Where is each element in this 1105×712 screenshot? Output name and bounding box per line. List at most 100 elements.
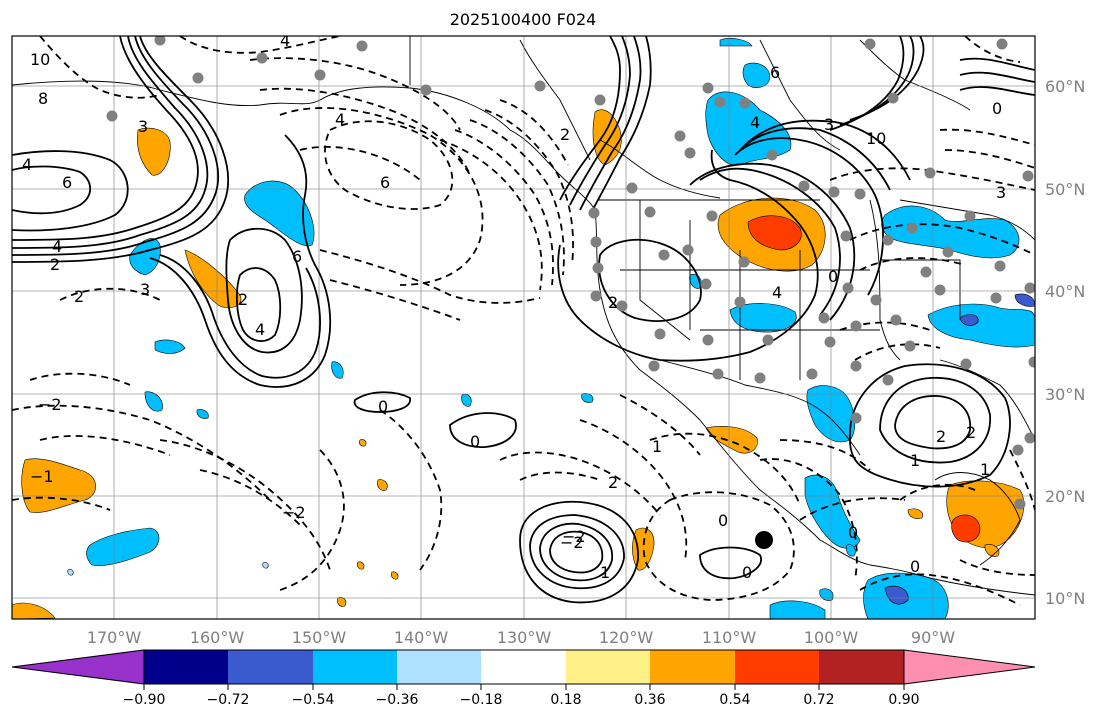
- station-dots: [106, 36, 1035, 510]
- contour-label: 4: [750, 113, 760, 132]
- contour-label: 4: [255, 320, 265, 339]
- contour-label: −2: [282, 503, 306, 522]
- contour-label: 6: [770, 63, 780, 82]
- colorbar-tick-label: 0.90: [888, 692, 919, 708]
- positive-anomaly-area: [12, 602, 56, 619]
- contour-label: 6: [62, 173, 72, 192]
- contour-label: 3: [824, 115, 834, 134]
- contour-label: 8: [38, 89, 48, 108]
- contour-label: 0: [992, 99, 1002, 118]
- colorbar-segment: [819, 650, 904, 684]
- positive-anomaly-core: [951, 514, 981, 543]
- lon-label: 140°W: [394, 628, 449, 647]
- positive-anomaly-core: [747, 215, 802, 251]
- contour-label: 3: [140, 280, 150, 299]
- colorbar-tick-label: −0.18: [460, 692, 503, 708]
- contour-label: 2: [608, 293, 618, 312]
- lon-label: 90°W: [911, 628, 955, 647]
- colorbar-tick-label: −0.54: [292, 692, 335, 708]
- colorbar-segment: [650, 650, 735, 684]
- lat-label: 60°N: [1045, 77, 1085, 96]
- lat-label: 50°N: [1045, 180, 1085, 199]
- contour-label: −2: [38, 395, 62, 414]
- lat-label: 40°N: [1045, 282, 1085, 301]
- contour-label: 3: [138, 117, 148, 136]
- figure-title: 2025100400 F024: [450, 10, 597, 29]
- negative-anomaly-area: [769, 600, 826, 619]
- solid-contours: [12, 36, 1035, 604]
- colorbar-segment: [228, 650, 313, 684]
- lon-label: 130°W: [497, 628, 552, 647]
- colorbar-segment: [397, 650, 481, 684]
- contour-label: 4: [22, 155, 32, 174]
- dashed-contours: [12, 36, 1035, 606]
- positive-anomaly-area: [21, 458, 96, 513]
- contour-label: 4: [335, 110, 345, 129]
- contour-label: −1: [30, 467, 54, 486]
- contour-label: 2: [936, 427, 946, 446]
- colorbar-tick-label: 0.18: [550, 692, 581, 708]
- contour-label: −2: [560, 533, 584, 552]
- contour-label: −2: [562, 527, 586, 546]
- contour-label: 6: [292, 247, 302, 266]
- negative-anomaly-area: [86, 527, 160, 566]
- contour-label: 0: [718, 511, 728, 530]
- lat-lon-grid: [12, 36, 1035, 619]
- negative-anomaly-area: [244, 180, 315, 247]
- lat-label: 30°N: [1045, 385, 1085, 404]
- contour-label: 1: [910, 451, 920, 470]
- lon-label: 160°W: [190, 628, 245, 647]
- contour-label: 4: [772, 283, 782, 302]
- latitude-axis-labels: 60°N 50°N 40°N 30°N 20°N 10°N: [1045, 77, 1085, 608]
- colorbar-tick-label: 0.72: [803, 692, 834, 708]
- contour-label: 10: [30, 50, 50, 69]
- contour-label: 2: [560, 125, 570, 144]
- contour-label: 1: [980, 460, 990, 479]
- colorbar-extend-low: [11, 649, 145, 685]
- lon-label: 120°W: [599, 628, 654, 647]
- colorbar-tick-label: 0.36: [634, 692, 665, 708]
- colorbar: −0.90 −0.72 −0.54 −0.36 −0.18 0.18 0.36 …: [11, 649, 1036, 708]
- lon-label: 100°W: [804, 628, 859, 647]
- contour-label: 4: [280, 31, 290, 50]
- negative-anomaly-area: [804, 474, 861, 549]
- contour-label: 10: [866, 129, 886, 148]
- colorbar-tick-label: −0.36: [376, 692, 419, 708]
- lon-label: 150°W: [292, 628, 347, 647]
- shaded-anomaly-fill: [12, 38, 1035, 619]
- negative-anomaly-area: [742, 62, 771, 88]
- contour-label: 6: [380, 173, 390, 192]
- contour-label: 0: [470, 432, 480, 451]
- contour-label: 1: [600, 563, 610, 582]
- map-frame: [11, 35, 1036, 620]
- positive-anomaly-area: [137, 127, 171, 176]
- colorbar-extend-high: [903, 649, 1036, 685]
- negative-anomaly-area: [927, 303, 1035, 348]
- negative-anomaly-core: [959, 314, 979, 326]
- contour-label: 2: [50, 255, 60, 274]
- contour-label: 2: [966, 423, 976, 442]
- contour-labels: 4 4 6 3 10 8 6 4 2 2 3 4 2 0 0 −2 −2 2 2…: [22, 31, 1006, 582]
- negative-anomaly-area: [129, 238, 161, 276]
- contour-label: 0: [848, 523, 858, 542]
- negative-anomaly-area: [729, 303, 797, 333]
- colorbar-tick-label: −0.72: [207, 692, 250, 708]
- contour-label: 0: [378, 397, 388, 416]
- contour-label: 0: [828, 267, 838, 286]
- lat-label: 10°N: [1045, 589, 1085, 608]
- contour-label: 2: [74, 287, 84, 306]
- colorbar-segment: [735, 650, 819, 684]
- longitude-axis-labels: 170°W 160°W 150°W 140°W 130°W 120°W 110°…: [87, 628, 955, 647]
- map-panel: 4 4 6 3 10 8 6 4 2 2 3 4 2 0 0 −2 −2 2 2…: [11, 31, 1036, 620]
- contour-label: 2: [608, 473, 618, 492]
- colorbar-tick-label: 0.54: [719, 692, 750, 708]
- negative-anomaly-core: [884, 585, 909, 605]
- lat-label: 20°N: [1045, 487, 1085, 506]
- contour-label: 4: [52, 237, 62, 256]
- colorbar-segment: [144, 650, 228, 684]
- contour-label: 0: [910, 557, 920, 576]
- station-marker-black: [755, 531, 773, 549]
- contour-label: 3: [996, 183, 1006, 202]
- contour-label: 2: [238, 290, 248, 309]
